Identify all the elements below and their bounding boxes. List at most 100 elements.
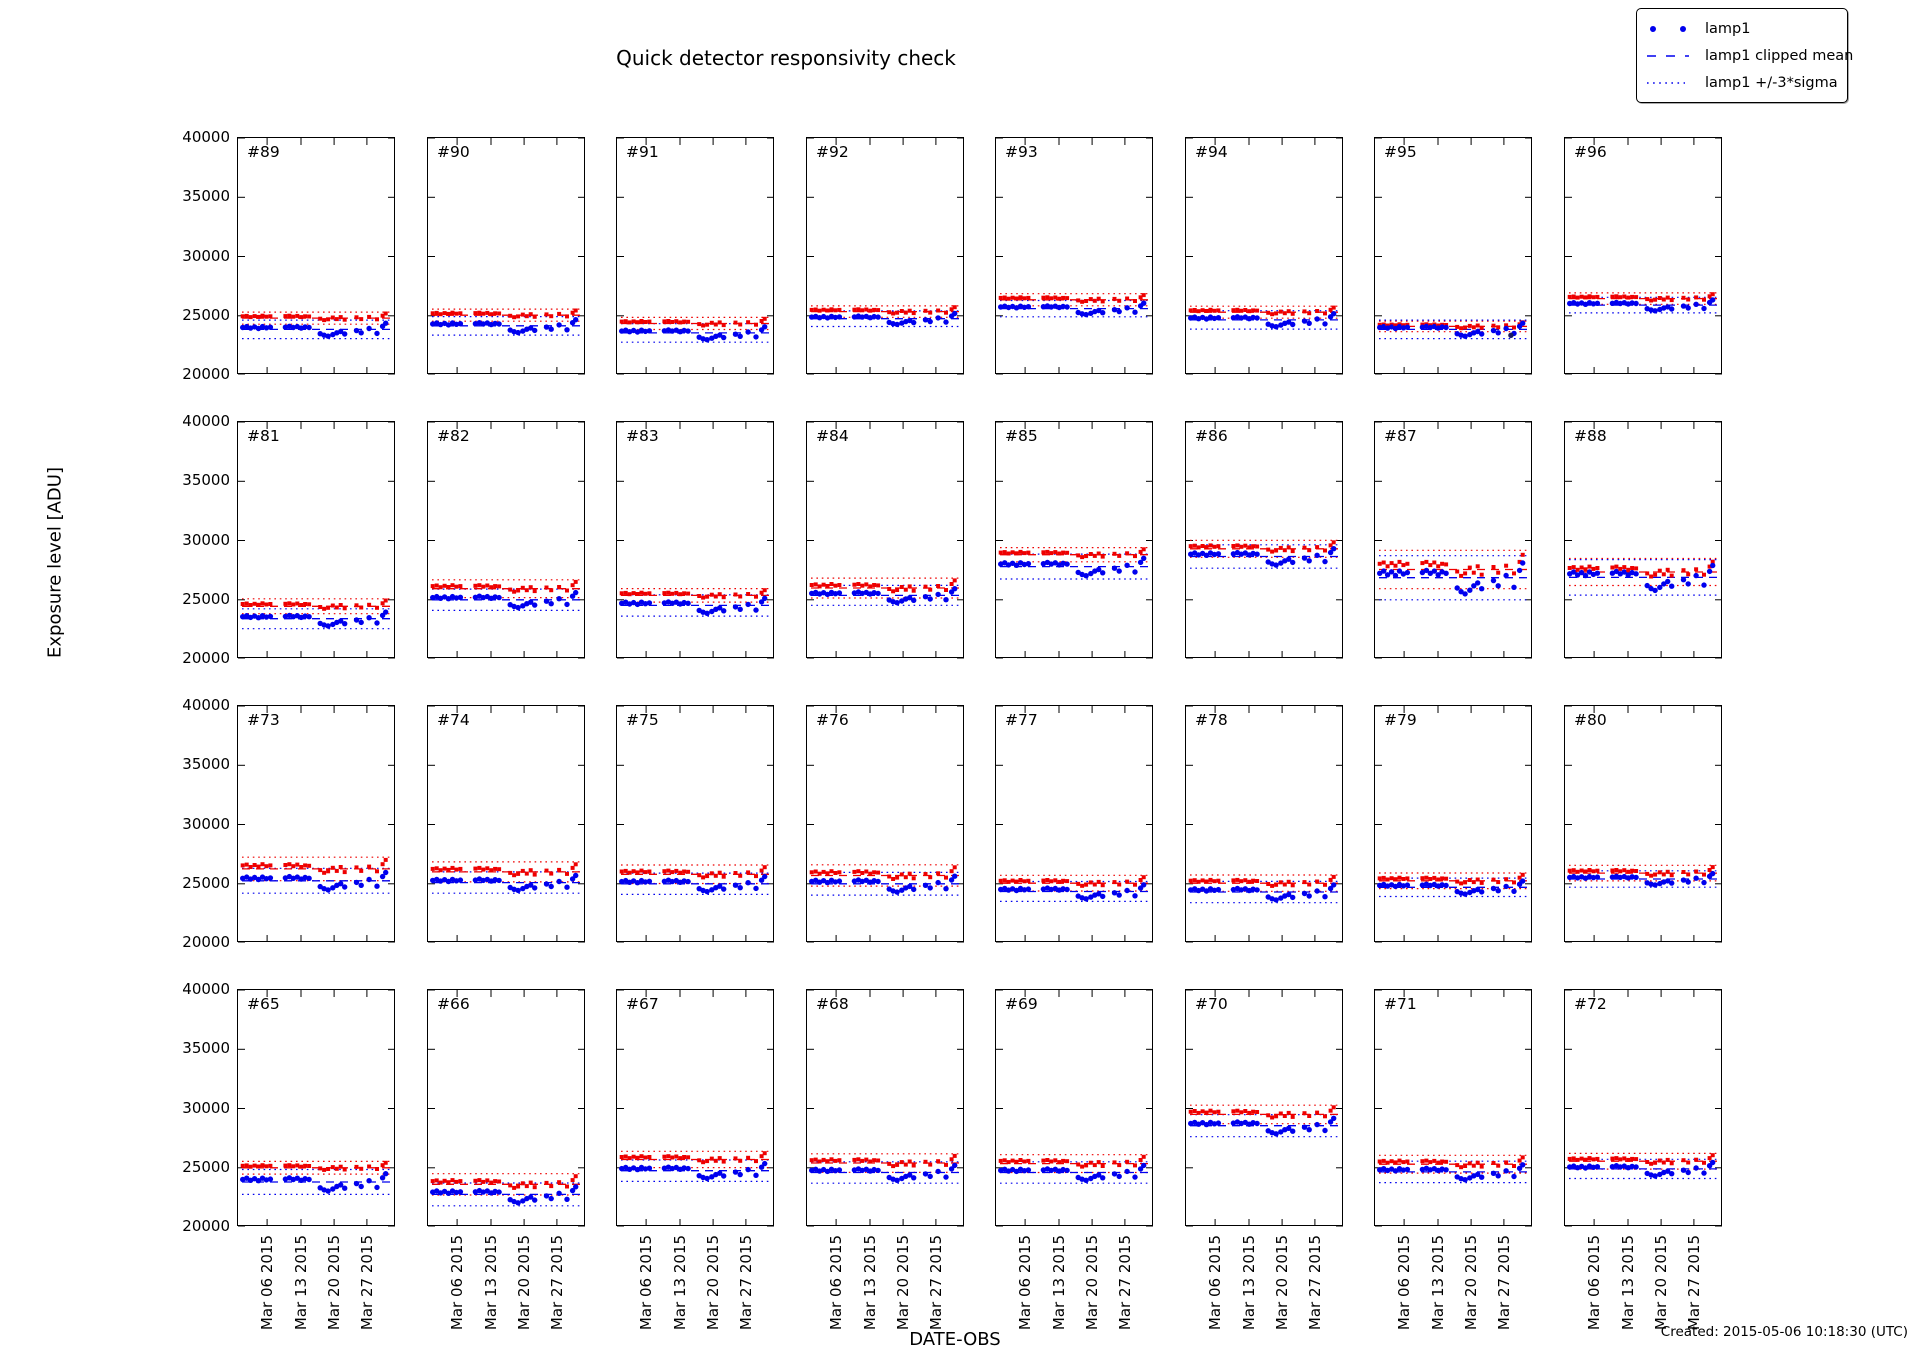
x-tick-label: Mar 20 2015	[325, 1235, 344, 1331]
subplot-73: #73	[237, 705, 395, 943]
y-tick-label: 20000	[182, 1217, 230, 1235]
detector-id-label: #70	[1195, 995, 1228, 1013]
subplot-81: #81	[237, 421, 395, 659]
x-tick-label: Mar 20 2015	[1462, 1235, 1481, 1331]
x-tick-label: Mar 27 2015	[357, 1235, 376, 1331]
detector-id-label: #72	[1574, 995, 1607, 1013]
subplot-86: #86	[1185, 421, 1343, 659]
subplot-91: #91	[616, 137, 774, 375]
y-tick-label: 20000	[182, 365, 230, 383]
subplot-78: #78	[1185, 705, 1343, 943]
clipped-mean-dash-icon	[1645, 48, 1697, 64]
y-tick-label: 20000	[182, 649, 230, 667]
subplot-96: #96	[1564, 137, 1722, 375]
detector-id-label: #83	[626, 427, 659, 445]
legend-label: lamp1 clipped mean	[1705, 47, 1854, 64]
x-axis-label: DATE-OBS	[909, 1329, 1001, 1350]
detector-id-label: #92	[816, 143, 849, 161]
subplot-83: #83	[616, 421, 774, 659]
x-tick-label: Mar 27 2015	[547, 1235, 566, 1331]
y-tick-label: 30000	[182, 530, 230, 549]
subplot-84: #84	[806, 421, 964, 659]
x-tick-label: Mar 06 2015	[258, 1235, 277, 1331]
detector-id-label: #79	[1384, 711, 1417, 729]
y-tick-label: 30000	[182, 814, 230, 833]
detector-id-label: #93	[1005, 143, 1038, 161]
subplot-92: #92	[806, 137, 964, 375]
subplot-77: #77	[995, 705, 1153, 943]
detector-id-label: #68	[816, 995, 849, 1013]
x-tick-label: Mar 13 2015	[1050, 1235, 1069, 1331]
x-tick-label: Mar 27 2015	[1115, 1235, 1134, 1331]
x-tick-label: Mar 20 2015	[1652, 1235, 1671, 1331]
x-tick-label: Mar 06 2015	[1395, 1235, 1414, 1331]
sigma-dotted-icon	[1645, 75, 1697, 91]
x-tick-label: Mar 20 2015	[1273, 1235, 1292, 1331]
x-tick-label: Mar 27 2015	[736, 1235, 755, 1331]
y-tick-label: 30000	[182, 1098, 230, 1117]
lamp1-dots-icon	[1645, 21, 1697, 37]
legend-item-1: lamp1 clipped mean	[1645, 42, 1853, 69]
x-tick-label: Mar 13 2015	[1240, 1235, 1259, 1331]
subplot-75: #75	[616, 705, 774, 943]
y-tick-label: 30000	[182, 246, 230, 265]
y-tick-label: 35000	[182, 187, 230, 206]
subplot-89: #89	[237, 137, 395, 375]
x-tick-label: Mar 06 2015	[637, 1235, 656, 1331]
detector-id-label: #76	[816, 711, 849, 729]
y-tick-label: 25000	[182, 873, 230, 892]
subplot-70: #70	[1185, 989, 1343, 1227]
detector-id-label: #88	[1574, 427, 1607, 445]
legend: lamp1 lamp1 clipped mean lamp1 +/-3*sigma	[1636, 8, 1853, 103]
detector-id-label: #80	[1574, 711, 1607, 729]
detector-id-label: #66	[437, 995, 470, 1013]
subplot-74: #74	[427, 705, 585, 943]
detector-id-label: #74	[437, 711, 470, 729]
x-tick-label: Mar 20 2015	[704, 1235, 723, 1331]
detector-id-label: #73	[247, 711, 280, 729]
y-tick-label: 40000	[182, 696, 230, 714]
x-tick-label: Mar 20 2015	[1083, 1235, 1102, 1331]
subplot-71: #71	[1374, 989, 1532, 1227]
x-tick-label: Mar 06 2015	[1016, 1235, 1035, 1331]
subplot-88: #88	[1564, 421, 1722, 659]
x-tick-label: Mar 20 2015	[515, 1235, 534, 1331]
y-tick-label: 35000	[182, 755, 230, 774]
x-tick-label: Mar 06 2015	[827, 1235, 846, 1331]
x-tick-label: Mar 13 2015	[482, 1235, 501, 1331]
detector-id-label: #67	[626, 995, 659, 1013]
x-tick-label: Mar 06 2015	[1206, 1235, 1225, 1331]
subplot-69: #69	[995, 989, 1153, 1227]
x-tick-label: Mar 27 2015	[1305, 1235, 1324, 1331]
y-tick-label: 40000	[182, 980, 230, 998]
x-tick-label: Mar 06 2015	[1585, 1235, 1604, 1331]
subplot-66: #66	[427, 989, 585, 1227]
detector-id-label: #78	[1195, 711, 1228, 729]
y-tick-label: 40000	[182, 412, 230, 430]
detector-id-label: #84	[816, 427, 849, 445]
subplot-90: #90	[427, 137, 585, 375]
x-tick-label: Mar 20 2015	[894, 1235, 913, 1331]
detector-id-label: #69	[1005, 995, 1038, 1013]
detector-id-label: #65	[247, 995, 280, 1013]
x-tick-label: Mar 06 2015	[448, 1235, 467, 1331]
subplot-82: #82	[427, 421, 585, 659]
y-tick-label: 35000	[182, 1039, 230, 1058]
detector-id-label: #94	[1195, 143, 1228, 161]
y-axis-label: Exposure level [ADU]	[44, 467, 66, 658]
y-tick-label: 20000	[182, 933, 230, 951]
detector-id-label: #91	[626, 143, 659, 161]
y-tick-label: 25000	[182, 305, 230, 324]
x-tick-label: Mar 27 2015	[1494, 1235, 1513, 1331]
legend-item-0: lamp1	[1645, 15, 1839, 42]
detector-id-label: #87	[1384, 427, 1417, 445]
x-tick-label: Mar 13 2015	[292, 1235, 311, 1331]
legend-item-2: lamp1 +/-3*sigma	[1645, 69, 1839, 96]
x-tick-label: Mar 27 2015	[926, 1235, 945, 1331]
detector-id-label: #86	[1195, 427, 1228, 445]
x-tick-label: Mar 13 2015	[671, 1235, 690, 1331]
legend-label: lamp1	[1705, 20, 1751, 37]
y-tick-label: 25000	[182, 589, 230, 608]
subplot-80: #80	[1564, 705, 1722, 943]
subplot-93: #93	[995, 137, 1153, 375]
